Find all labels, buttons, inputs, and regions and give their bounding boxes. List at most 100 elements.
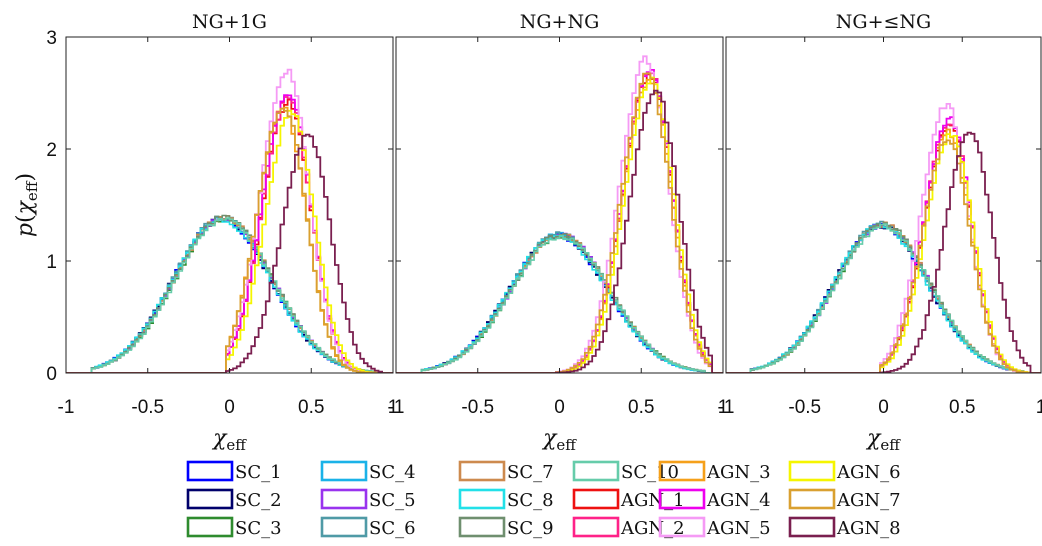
legend-label: SC_10 bbox=[621, 462, 679, 483]
legend-label: SC_6 bbox=[369, 518, 416, 539]
series-sc-6 bbox=[726, 220, 1041, 373]
series-sc-1 bbox=[396, 233, 723, 373]
series-agn-1 bbox=[66, 98, 393, 373]
legend-label: SC_3 bbox=[235, 518, 282, 539]
panel-2: -1 -0.5 0 0.5 1 NG+NG χeff bbox=[388, 11, 729, 454]
x-tick-label: -1 bbox=[718, 397, 735, 418]
legend-swatch bbox=[458, 488, 506, 510]
panels: -1 -0.5 0 0.5 1 0 1 2 3 NG+1G χeff -1 -0.5 0 0.5 1 NG+NG… bbox=[46, 11, 1042, 454]
series-agn-8 bbox=[396, 89, 723, 373]
x-axis-label: χeff bbox=[211, 426, 247, 454]
series-sc-8 bbox=[726, 223, 1041, 373]
x-tick-label: 1 bbox=[1036, 397, 1042, 418]
panel-title: NG+NG bbox=[520, 11, 600, 33]
legend-swatch bbox=[458, 460, 506, 482]
axes-frame bbox=[395, 36, 724, 374]
x-tick-label: -1 bbox=[388, 397, 405, 418]
series-sc-9 bbox=[396, 233, 723, 373]
histograms bbox=[396, 55, 723, 373]
series-agn-3 bbox=[66, 106, 393, 373]
series-agn-4 bbox=[66, 94, 393, 373]
series-sc-9 bbox=[726, 222, 1041, 373]
legend-label: AGN_5 bbox=[706, 518, 771, 539]
x-tick-label: -0.5 bbox=[131, 397, 164, 418]
series-sc-5 bbox=[726, 224, 1041, 373]
legend-item-sc-4: SC_4 bbox=[320, 460, 416, 483]
legend-label: AGN_4 bbox=[706, 490, 771, 511]
y-tick-label: 2 bbox=[46, 140, 57, 161]
legend-item-agn-8: AGN_8 bbox=[788, 516, 901, 539]
legend-item-agn-7: AGN_7 bbox=[788, 488, 901, 511]
legend-swatch bbox=[186, 460, 234, 482]
legend-swatch bbox=[788, 516, 836, 538]
legend-swatch bbox=[788, 460, 836, 482]
legend-label: SC_8 bbox=[507, 490, 554, 511]
series-sc-10 bbox=[396, 234, 723, 373]
series-sc-10 bbox=[66, 217, 393, 373]
series-sc-3 bbox=[396, 233, 723, 373]
legend-swatch bbox=[320, 460, 368, 482]
legend-item-sc-9: SC_9 bbox=[458, 516, 554, 539]
series-agn-4 bbox=[726, 116, 1041, 373]
legend-item-sc-6: SC_6 bbox=[320, 516, 416, 539]
legend: SC_1 SC_2 SC_3 SC_4 SC_5 SC_6 SC_7 SC_8 SC_9 SC_1… bbox=[186, 460, 901, 539]
series-sc-7 bbox=[726, 221, 1041, 373]
series-agn-4 bbox=[396, 69, 723, 373]
series-agn-7 bbox=[66, 107, 393, 373]
series-agn-3 bbox=[396, 78, 723, 373]
x-tick-label: 0.5 bbox=[298, 397, 324, 418]
y-tick-label: 0 bbox=[46, 364, 57, 385]
series-sc-5 bbox=[396, 232, 723, 373]
series-sc-10 bbox=[726, 223, 1041, 373]
series-agn-8 bbox=[726, 131, 1041, 373]
x-axis-label: χeff bbox=[865, 426, 901, 454]
legend-swatch bbox=[658, 460, 706, 482]
legend-item-agn-4: AGN_4 bbox=[658, 488, 771, 511]
series-agn-6 bbox=[726, 133, 1041, 373]
legend-label: SC_7 bbox=[507, 462, 554, 483]
panel-3: -1 -0.5 0 0.5 1 NG+≤NG χeff bbox=[718, 11, 1042, 454]
legend-swatch bbox=[572, 460, 620, 482]
legend-item-agn-1: AGN_1 bbox=[572, 488, 685, 511]
series-sc-4 bbox=[396, 231, 723, 373]
legend-item-sc-2: SC_2 bbox=[186, 488, 282, 511]
series-agn-7 bbox=[396, 72, 723, 373]
legend-label: AGN_6 bbox=[836, 462, 901, 483]
legend-swatch bbox=[320, 516, 368, 538]
panel-title: NG+1G bbox=[192, 11, 267, 33]
legend-item-sc-5: SC_5 bbox=[320, 488, 416, 511]
legend-label: AGN_7 bbox=[836, 490, 901, 511]
legend-swatch bbox=[572, 516, 620, 538]
panel-title: NG+≤NG bbox=[836, 11, 931, 33]
legend-label: SC_5 bbox=[369, 490, 416, 511]
legend-swatch bbox=[658, 516, 706, 538]
series-agn-7 bbox=[726, 139, 1041, 373]
x-axis-label: χeff bbox=[541, 426, 577, 454]
x-tick-label: 1 bbox=[718, 397, 729, 418]
legend-item-sc-8: SC_8 bbox=[458, 488, 554, 511]
histograms bbox=[726, 103, 1041, 373]
series-agn-5 bbox=[396, 55, 723, 373]
legend-label: SC_9 bbox=[507, 518, 554, 539]
x-tick-label: 0.5 bbox=[628, 397, 654, 418]
series-sc-8 bbox=[396, 235, 723, 373]
panel-1: -1 -0.5 0 0.5 1 0 1 2 3 NG+1G χeff bbox=[46, 11, 398, 454]
series-sc-6 bbox=[396, 231, 723, 373]
y-tick-label: 3 bbox=[46, 28, 57, 49]
y-tick-label: 1 bbox=[46, 252, 57, 273]
legend-label: SC_1 bbox=[235, 462, 282, 483]
legend-label: AGN_1 bbox=[620, 490, 685, 511]
x-tick-label: 1 bbox=[388, 397, 399, 418]
legend-item-sc-1: SC_1 bbox=[186, 460, 282, 483]
series-sc-3 bbox=[726, 223, 1041, 373]
series-agn-2 bbox=[396, 72, 723, 373]
x-tick-label: -0.5 bbox=[461, 397, 494, 418]
x-tick-label: 0 bbox=[878, 397, 889, 418]
x-tick-label: 0 bbox=[554, 397, 565, 418]
axes-frame bbox=[65, 36, 394, 374]
legend-label: AGN_2 bbox=[620, 518, 685, 539]
legend-swatch bbox=[186, 516, 234, 538]
legend-swatch bbox=[572, 488, 620, 510]
legend-swatch bbox=[320, 488, 368, 510]
